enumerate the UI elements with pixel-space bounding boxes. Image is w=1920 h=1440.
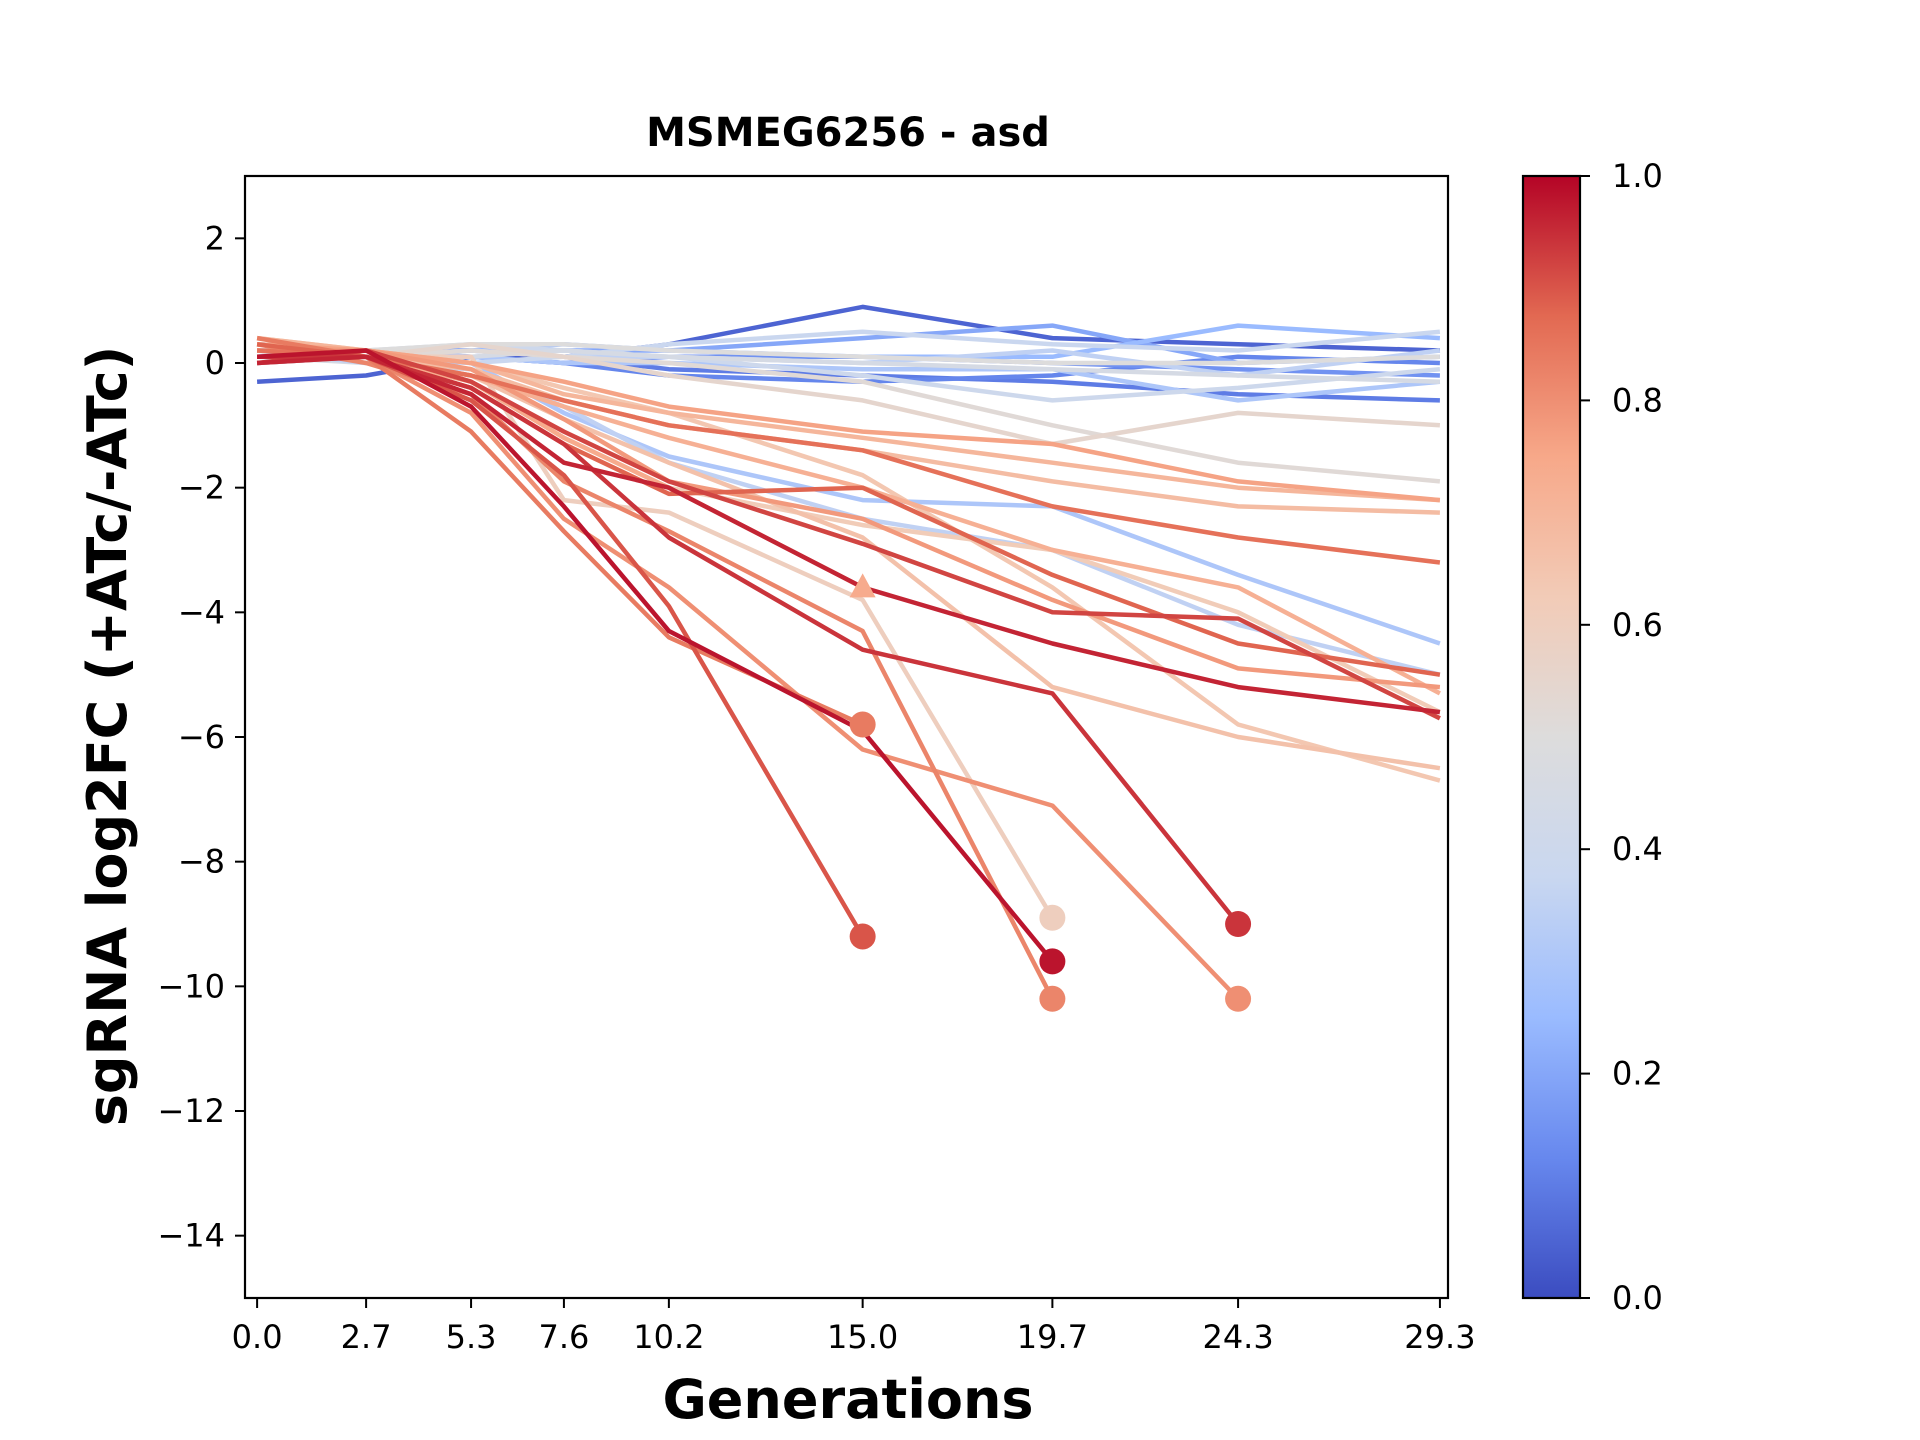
y-axis-label: sgRNA log2FC (+ATc/-ATc): [76, 346, 139, 1127]
colorbar: 1.0 0.8 0.6 0.4 0.2 0.0: [1521, 157, 1663, 1317]
colorbar-tick-label: 0.0: [1612, 1279, 1663, 1317]
terminal-marker-2: [849, 711, 876, 738]
y-tick-label: −10: [157, 967, 225, 1005]
series-line-33: [256, 348, 1441, 721]
x-tick-label: 15.0: [827, 1318, 898, 1356]
x-tick-label: 24.3: [1202, 1318, 1273, 1356]
y-tick-label: 0: [205, 344, 225, 382]
y-tick-label: −8: [178, 843, 225, 881]
x-tick-label: 5.3: [446, 1318, 497, 1356]
colorbar-tick-label: 0.2: [1612, 1055, 1663, 1093]
series-line-29: [256, 335, 864, 727]
terminal-marker-7: [1225, 911, 1252, 937]
y-tick-label: −4: [178, 593, 225, 631]
y-axis: 2 0 −2 −4 −6 −8 −10 −12 −14: [157, 219, 245, 1255]
x-axis: 0.0 2.7 5.3 7.6 10.2 15.0 19.7 24.3 29.3: [232, 1298, 1476, 1356]
colorbar-tick-label: 0.6: [1612, 606, 1663, 644]
terminal-marker-1: [849, 923, 876, 950]
terminal-marker-8: [1225, 985, 1252, 1012]
y-tick-label: −6: [178, 718, 225, 756]
chart-title: MSMEG6256 - asd: [646, 110, 1050, 156]
series-line-34: [257, 354, 1240, 926]
x-tick-label: 19.7: [1017, 1318, 1088, 1356]
series-line-26: [257, 348, 1441, 690]
x-tick-label: 10.2: [633, 1318, 704, 1356]
y-tick-label: −14: [157, 1217, 225, 1255]
colorbar-tick-label: 1.0: [1612, 157, 1663, 195]
series-line-19: [256, 342, 1441, 783]
series-line-36: [256, 348, 1055, 963]
terminal-marker-3: [849, 573, 876, 598]
terminal-marker-5: [1039, 948, 1066, 975]
y-tick-label: −2: [178, 469, 225, 507]
series-line-12: [256, 342, 1440, 366]
x-tick-label: 2.7: [341, 1318, 392, 1356]
series-line-28: [256, 342, 1055, 1000]
x-tick-label: 7.6: [538, 1318, 589, 1356]
x-axis-label: Generations: [662, 1368, 1033, 1431]
colorbar-gradient: [1521, 174, 1582, 1300]
colorbar-tick-label: 0.8: [1612, 381, 1663, 419]
plot-area: [243, 174, 1450, 1300]
y-tick-label: 2: [205, 219, 225, 257]
terminal-marker-4: [1039, 904, 1066, 931]
colorbar-tick-label: 0.4: [1612, 830, 1663, 868]
terminal-marker-6: [1039, 985, 1066, 1012]
y-tick-label: −12: [157, 1092, 225, 1130]
x-tick-label: 0.0: [232, 1318, 283, 1356]
x-tick-label: 29.3: [1404, 1318, 1475, 1356]
